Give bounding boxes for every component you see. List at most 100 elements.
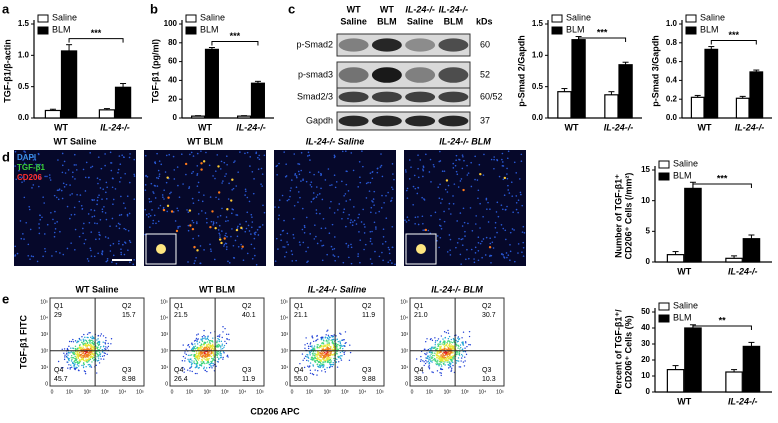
- event: [87, 336, 89, 339]
- nucleus: [391, 246, 394, 249]
- nucleus: [74, 228, 77, 231]
- bar: [204, 48, 219, 119]
- event: [106, 353, 108, 356]
- event: [211, 347, 214, 350]
- nucleus: [387, 191, 389, 194]
- nucleus: [51, 255, 53, 257]
- nucleus: [360, 221, 363, 223]
- event: [88, 352, 90, 354]
- event: [90, 336, 92, 339]
- event: [447, 352, 450, 354]
- event: [80, 358, 83, 361]
- event: [468, 343, 470, 346]
- nucleus: [321, 245, 323, 247]
- nucleus: [124, 207, 127, 209]
- nucleus: [126, 214, 129, 217]
- positive-cell: [220, 241, 223, 245]
- quadrant-value: 26.4: [174, 376, 188, 383]
- event: [444, 347, 446, 350]
- event: [331, 348, 334, 351]
- nucleus: [73, 206, 76, 209]
- blot-column-label: Saline: [407, 16, 434, 26]
- nucleus: [485, 197, 488, 200]
- nucleus: [226, 246, 228, 248]
- nucleus: [307, 260, 309, 263]
- y-tick-label: 0.4: [666, 76, 678, 85]
- nucleus: [168, 153, 171, 156]
- flow-x-tick: 10³: [221, 389, 229, 395]
- nucleus: [441, 170, 444, 172]
- event: [198, 349, 201, 351]
- nucleus: [56, 189, 59, 192]
- nucleus: [481, 256, 483, 259]
- bar: [60, 50, 78, 119]
- nucleus: [156, 185, 159, 187]
- positive-cell: [217, 165, 220, 168]
- nucleus: [359, 239, 362, 241]
- event: [452, 354, 454, 357]
- nucleus: [507, 184, 509, 187]
- event: [80, 356, 83, 358]
- event: [76, 364, 79, 366]
- event: [438, 356, 441, 358]
- event: [63, 348, 66, 350]
- nucleus: [230, 235, 232, 238]
- event: [201, 346, 204, 348]
- event: [326, 342, 328, 344]
- nucleus: [511, 195, 514, 197]
- nucleus: [156, 176, 158, 179]
- nucleus: [348, 256, 350, 259]
- event: [73, 368, 76, 370]
- event: [206, 359, 208, 361]
- event: [210, 360, 212, 363]
- event: [440, 351, 442, 354]
- nucleus: [286, 232, 289, 235]
- event: [431, 352, 434, 354]
- event: [194, 358, 197, 360]
- event: [216, 354, 218, 357]
- event: [63, 352, 65, 354]
- event: [339, 340, 341, 342]
- flow-x-tick: 10⁴: [479, 389, 487, 395]
- nucleus: [460, 238, 463, 241]
- nucleus: [512, 211, 514, 214]
- nucleus: [258, 158, 261, 161]
- nucleus: [105, 260, 108, 263]
- positive-cell: [162, 208, 166, 212]
- nucleus: [46, 223, 49, 226]
- event: [457, 347, 459, 349]
- nucleus: [99, 178, 101, 181]
- event: [447, 329, 449, 332]
- nucleus: [53, 231, 56, 234]
- nucleus: [479, 227, 481, 229]
- event: [203, 358, 206, 360]
- event: [331, 338, 333, 341]
- nucleus: [324, 179, 327, 181]
- nucleus: [69, 194, 71, 196]
- nucleus: [474, 246, 477, 249]
- x-tick-label: IL-24-/-: [236, 122, 266, 132]
- event: [462, 348, 464, 350]
- nucleus: [474, 223, 477, 225]
- event: [443, 351, 445, 354]
- event: [443, 355, 446, 357]
- nucleus: [197, 199, 200, 202]
- nucleus: [54, 228, 57, 230]
- x-tick-label: WT: [198, 122, 212, 132]
- nucleus: [324, 227, 327, 229]
- event: [337, 343, 339, 346]
- event: [192, 347, 194, 349]
- event: [208, 339, 211, 342]
- event: [85, 343, 87, 345]
- flow-x-tick: 10⁵: [376, 389, 384, 395]
- nucleus: [280, 239, 282, 242]
- event: [306, 359, 308, 362]
- nucleus: [385, 217, 388, 219]
- event: [209, 344, 212, 347]
- nucleus: [506, 256, 508, 259]
- flow-x-tick: 0: [51, 389, 54, 395]
- nucleus: [372, 201, 374, 203]
- event: [203, 334, 205, 337]
- event: [196, 358, 199, 360]
- event: [324, 352, 326, 354]
